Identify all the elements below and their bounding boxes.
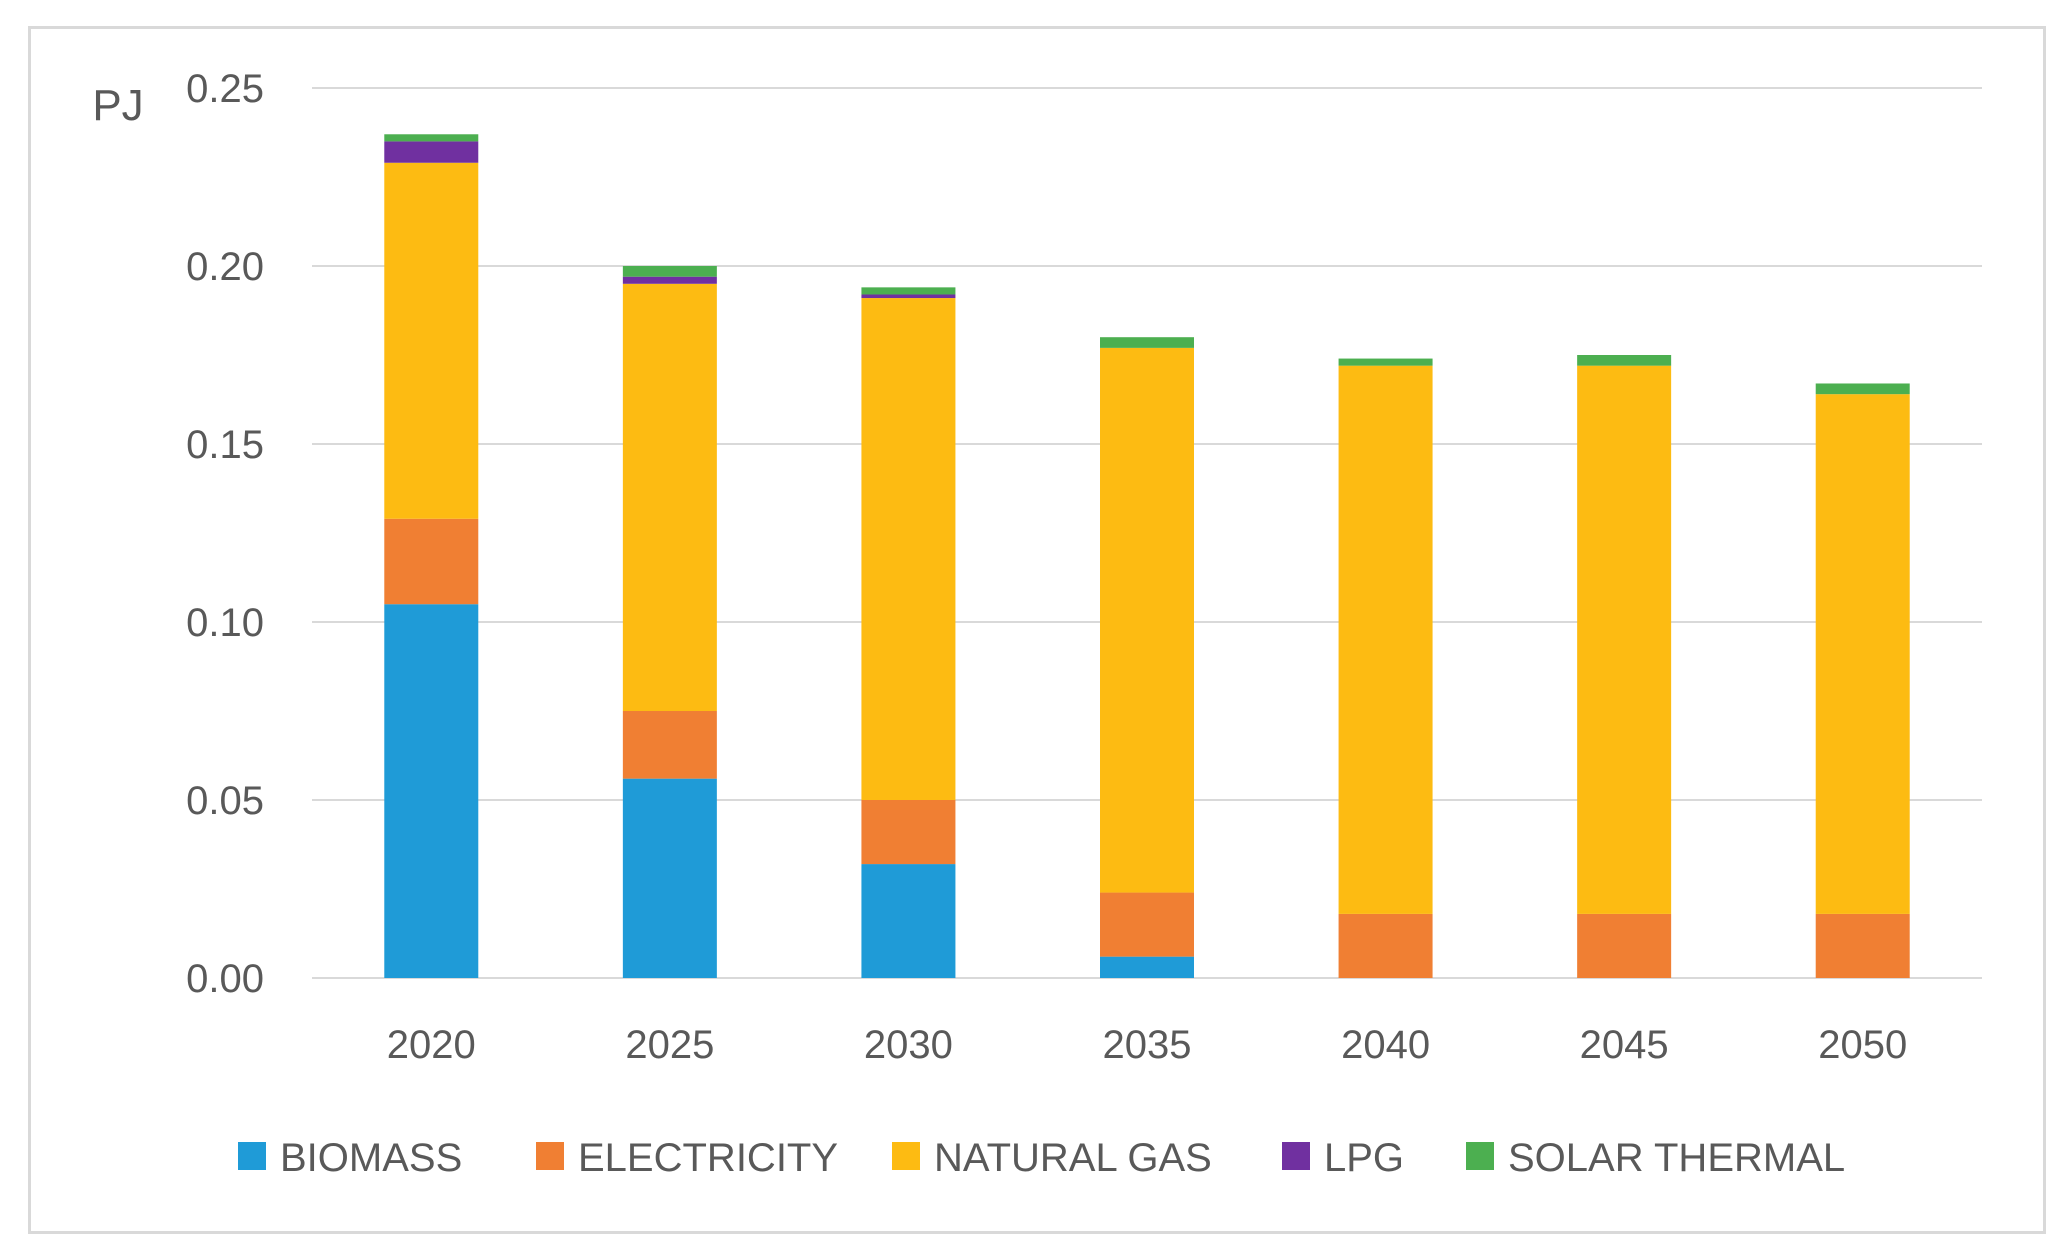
bar-electricity-2035 [1100, 892, 1194, 957]
bar-natural-gas-2035 [1100, 347, 1194, 893]
bar-electricity-2030 [861, 800, 956, 865]
chart-frame [28, 26, 2046, 1234]
legend: BIOMASS ELECTRICITY NATURAL GAS LPG SOLAR TH… [238, 1136, 1845, 1180]
bar-biomass-2035 [1100, 956, 1194, 978]
y-tick-label: 0.05 [186, 779, 264, 823]
x-tick-label: 2020 [387, 1023, 476, 1067]
bar-electricity-2020 [384, 518, 479, 605]
bar-natural-gas-2040 [1338, 365, 1433, 914]
legend-item-natural-gas: NATURAL GAS [892, 1136, 1212, 1180]
x-tick-label: 2045 [1580, 1023, 1669, 1067]
y-tick-label: 0.10 [186, 601, 264, 645]
y-tick-label: 0.25 [186, 67, 264, 111]
x-tick-label: 2035 [1103, 1023, 1192, 1067]
legend-swatch [238, 1142, 266, 1170]
legend-item-electricity: ELECTRICITY [536, 1136, 838, 1180]
legend-item-solar-thermal: SOLAR THERMAL [1466, 1136, 1845, 1180]
bar-biomass-2030 [861, 864, 956, 978]
bar-biomass-2025 [622, 778, 717, 978]
bar-solar-thermal-2040 [1338, 358, 1433, 366]
y-axis-ticks: 0.00 0.05 0.10 0.15 0.20 0.25 [186, 67, 264, 1001]
legend-swatch [1282, 1142, 1310, 1170]
bar-electricity-2045 [1577, 913, 1672, 978]
bar-solar-thermal-2050 [1815, 383, 1910, 395]
legend-swatch [536, 1142, 564, 1170]
bar-natural-gas-2020 [384, 162, 479, 519]
bar-solar-thermal-2025 [622, 266, 717, 277]
legend-swatch [1466, 1142, 1494, 1170]
x-tick-label: 2040 [1341, 1023, 1430, 1067]
bar-lpg-2020 [384, 141, 479, 163]
gridlines [312, 87, 1982, 979]
y-tick-label: 0.20 [186, 245, 264, 289]
bar-natural-gas-2050 [1815, 394, 1910, 914]
bar-electricity-2040 [1338, 913, 1433, 978]
legend-item-lpg: LPG [1282, 1136, 1404, 1180]
bar-lpg-2030 [861, 294, 956, 299]
x-tick-label: 2050 [1818, 1023, 1907, 1067]
y-tick-label: 0.00 [186, 957, 264, 1001]
bar-natural-gas-2030 [861, 298, 956, 800]
bar-natural-gas-2025 [622, 283, 717, 711]
legend-item-biomass: BIOMASS [238, 1136, 462, 1180]
bar-solar-thermal-2030 [861, 287, 956, 295]
bar-lpg-2025 [622, 276, 717, 284]
bar-solar-thermal-2020 [384, 134, 479, 142]
legend-label: LPG [1324, 1136, 1404, 1180]
legend-swatch [892, 1142, 920, 1170]
legend-label: SOLAR THERMAL [1508, 1136, 1845, 1180]
bars [384, 134, 1910, 978]
bar-solar-thermal-2035 [1100, 337, 1194, 348]
bar-electricity-2050 [1815, 913, 1910, 978]
x-axis-ticks: 2020 2025 2030 2035 2040 2045 2050 [387, 1023, 1907, 1067]
bar-solar-thermal-2045 [1577, 355, 1672, 366]
bar-natural-gas-2045 [1577, 365, 1672, 914]
x-tick-label: 2030 [864, 1023, 953, 1067]
bar-electricity-2025 [622, 711, 717, 779]
legend-label: BIOMASS [280, 1136, 462, 1180]
bar-biomass-2020 [384, 604, 479, 978]
legend-label: ELECTRICITY [578, 1136, 838, 1180]
legend-label: NATURAL GAS [934, 1136, 1212, 1180]
y-axis-unit-label: PJ [92, 81, 143, 130]
y-tick-label: 0.15 [186, 423, 264, 467]
x-tick-label: 2025 [625, 1023, 714, 1067]
